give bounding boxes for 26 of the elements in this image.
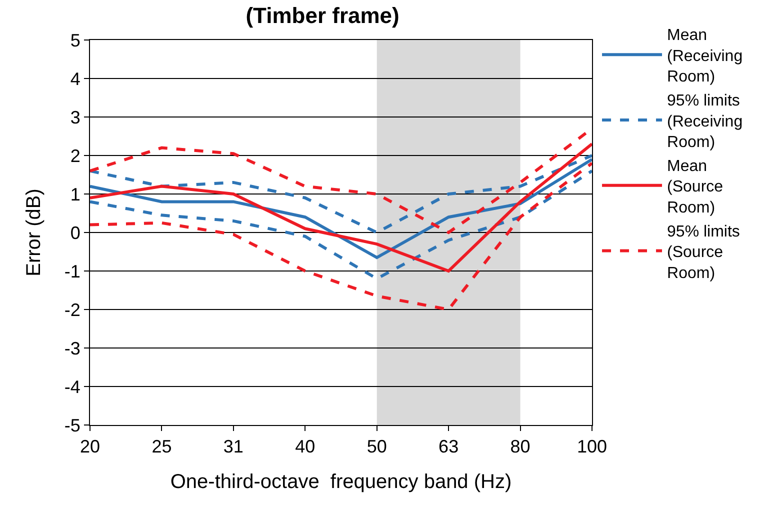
x-tick-label: 31 <box>223 436 244 457</box>
legend-label: Mean (Receiving Room) <box>667 27 743 86</box>
x-tick-label: 25 <box>152 436 172 457</box>
legend-label: 95% limits (Source Room) <box>667 223 740 282</box>
y-tick-label: -3 <box>64 338 80 358</box>
y-tick-label: 2 <box>70 146 80 166</box>
x-tick-label: 40 <box>295 436 316 457</box>
y-axis-title: Error (dB) <box>23 188 45 276</box>
x-tick-label: 80 <box>510 436 530 457</box>
x-tick-label: 63 <box>438 436 459 457</box>
y-tick-label: 0 <box>70 222 80 243</box>
legend-label: 95% limits (Receiving Room) <box>667 92 743 152</box>
y-tick-label: 5 <box>70 30 80 50</box>
x-tick-label: 20 <box>80 436 100 457</box>
x-axis-title: One-third-octave frequency band (Hz) <box>170 471 512 494</box>
chart-title: (Timber frame) <box>246 3 400 28</box>
y-tick-label: -4 <box>64 376 80 397</box>
y-tick-label: -5 <box>64 415 80 436</box>
legend-label: Mean (Source Room) <box>667 158 724 216</box>
y-tick-label: 3 <box>70 107 80 128</box>
y-tick-label: 1 <box>70 184 80 204</box>
y-tick-label: -1 <box>64 261 80 282</box>
x-tick-label: 100 <box>576 436 608 457</box>
y-tick-label: -2 <box>64 300 80 320</box>
x-tick-label: 50 <box>366 436 387 457</box>
y-tick-label: 4 <box>70 68 80 89</box>
